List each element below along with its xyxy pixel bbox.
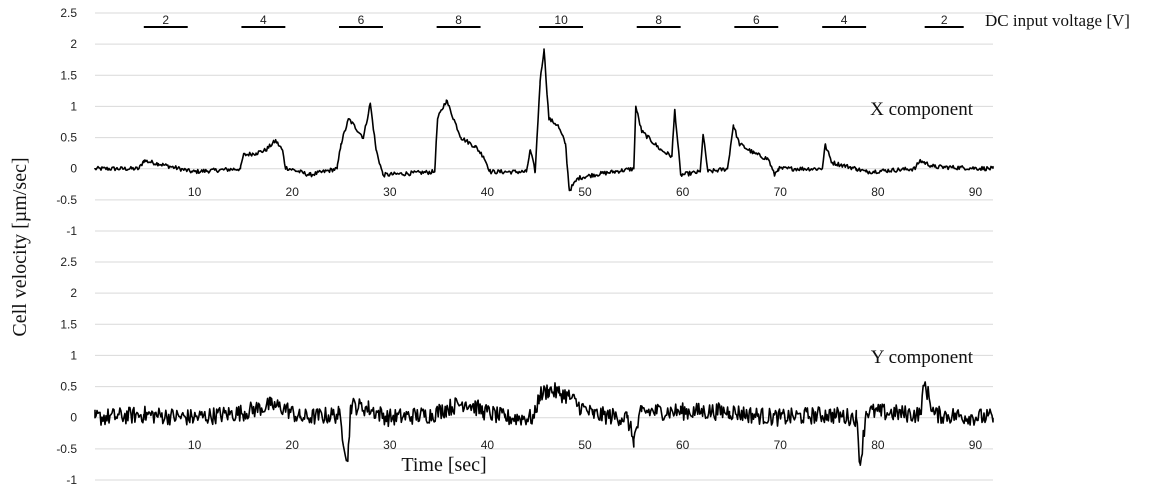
y-x-tick-label: 70 [774, 438, 788, 452]
x-x-tick-label: 20 [286, 185, 300, 199]
y-component-annotation: Y component [871, 347, 974, 368]
x-x-tick-label: 40 [481, 185, 495, 199]
x-component-annotation: X component [870, 99, 974, 120]
voltage-step-label: 4 [841, 13, 848, 27]
x-y-tick-label: -1 [66, 224, 77, 238]
y-y-tick-label: -0.5 [56, 442, 77, 456]
x-y-tick-label: 0 [70, 162, 77, 176]
x-x-tick-label: 70 [774, 185, 788, 199]
voltage-step-label: 4 [260, 13, 267, 27]
y-component-trace [94, 381, 994, 467]
y-x-tick-label: 50 [578, 438, 592, 452]
x-component-trace [94, 48, 994, 192]
y-axis-label: Cell velocity [µm/sec] [9, 157, 31, 336]
y-y-tick-label: 0.5 [60, 380, 77, 394]
x-axis-label: Time [sec] [401, 454, 486, 476]
x-x-tick-label: 90 [969, 185, 983, 199]
voltage-step-label: 2 [162, 13, 169, 27]
voltage-step-bars: 2 4 6 8 10 8 6 4 2 [143, 13, 964, 28]
y-x-tick-label: 80 [871, 438, 885, 452]
x-x-tick-label: 80 [871, 185, 885, 199]
x-y-tick-label: -0.5 [56, 193, 77, 207]
y-y-tick-label: 1 [70, 348, 77, 362]
y-x-tick-label: 20 [286, 438, 300, 452]
voltage-step-label: 8 [455, 13, 462, 27]
y-component-panel: 2.5 2 1.5 1 0.5 0 -0.5 -1 10 20 30 40 50 60 70 80 90 Y co… [56, 255, 994, 487]
x-y-tick-label: 2.5 [60, 6, 77, 20]
voltage-step-label: 8 [655, 13, 662, 27]
x-x-tick-label: 30 [383, 185, 397, 199]
voltage-step-label: 2 [941, 13, 948, 27]
y-x-tick-label: 10 [188, 438, 202, 452]
voltage-axis-label: DC input voltage [V] [985, 11, 1130, 30]
y-x-tick-label: 90 [969, 438, 983, 452]
y-y-tick-label: -1 [66, 473, 77, 487]
voltage-step-label: 6 [753, 13, 760, 27]
y-x-tick-label: 60 [676, 438, 690, 452]
x-x-tick-label: 50 [578, 185, 592, 199]
voltage-step-label: 10 [554, 13, 568, 27]
voltage-step-label: 6 [358, 13, 365, 27]
x-y-tick-label: 2 [70, 37, 77, 51]
y-x-tick-label: 30 [383, 438, 397, 452]
x-y-tick-label: 0.5 [60, 131, 77, 145]
x-y-tick-label: 1 [70, 99, 77, 113]
y-y-tick-label: 1.5 [60, 317, 77, 331]
y-y-tick-label: 0 [70, 411, 77, 425]
x-x-tick-label: 60 [676, 185, 690, 199]
x-y-tick-label: 1.5 [60, 68, 77, 82]
x-component-panel: 2.5 2 1.5 1 0.5 0 -0.5 -1 10 20 30 40 50 60 70 80 90 X co… [56, 6, 994, 238]
y-y-tick-label: 2.5 [60, 255, 77, 269]
x-x-tick-label: 10 [188, 185, 202, 199]
y-x-tick-label: 40 [481, 438, 495, 452]
y-y-tick-label: 2 [70, 286, 77, 300]
